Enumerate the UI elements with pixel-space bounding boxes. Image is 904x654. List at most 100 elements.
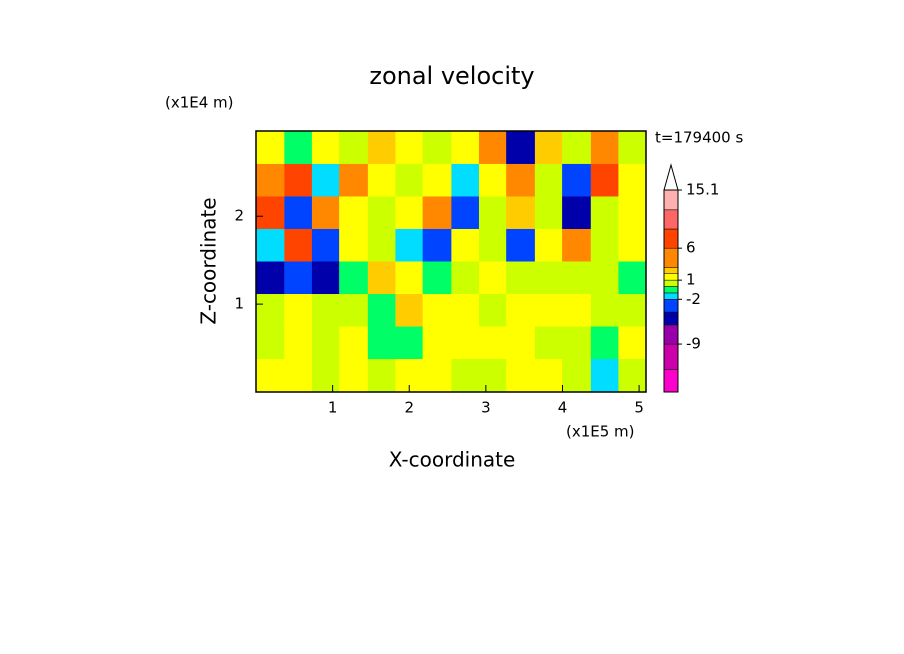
field-cell xyxy=(590,163,619,197)
field-cell xyxy=(478,196,508,230)
field-cell xyxy=(284,196,313,230)
chart-title: zonal velocity xyxy=(369,62,534,90)
field-cell xyxy=(311,163,341,197)
y-tick-label: 1 xyxy=(234,295,244,313)
field-cell xyxy=(562,228,591,262)
field-cell xyxy=(311,196,341,230)
field-cell xyxy=(256,131,285,165)
field-cell xyxy=(590,131,619,165)
field-cell xyxy=(451,359,480,393)
field-cell xyxy=(339,228,368,262)
field-cell xyxy=(311,131,341,165)
field-cell xyxy=(367,359,396,393)
plot-frame xyxy=(255,130,647,393)
field-cell xyxy=(562,326,591,360)
field-cell xyxy=(506,261,536,295)
field-cell xyxy=(395,131,424,165)
field-cell xyxy=(534,196,563,230)
field-cell xyxy=(422,326,452,360)
field-cell xyxy=(618,326,647,360)
field-cell xyxy=(590,261,619,295)
field-cell xyxy=(478,163,508,197)
field-cell xyxy=(506,228,536,262)
field-cell xyxy=(506,326,536,360)
colorbar-extension xyxy=(663,163,679,191)
field-cell xyxy=(284,294,313,328)
colorbar-segment xyxy=(663,369,679,393)
field-cell xyxy=(422,131,452,165)
field-cell xyxy=(506,196,536,230)
field-cell xyxy=(256,163,285,197)
field-cell xyxy=(395,196,424,230)
colorbar-tick-label: -2 xyxy=(686,290,701,308)
field-cell xyxy=(506,294,536,328)
field-cell xyxy=(395,228,424,262)
field-cell xyxy=(618,294,647,328)
field-cell xyxy=(367,228,396,262)
field-cell xyxy=(590,228,619,262)
field-cell xyxy=(478,326,508,360)
colorbar-tick-label: 1 xyxy=(686,271,696,289)
field-cell xyxy=(367,326,396,360)
x-tick-label: 5 xyxy=(634,399,644,417)
field-cell xyxy=(451,261,480,295)
field-cell xyxy=(395,294,424,328)
field-cell xyxy=(311,359,341,393)
field-cell xyxy=(256,359,285,393)
colorbar-segment xyxy=(663,279,679,287)
field-cell xyxy=(256,294,285,328)
field-cell xyxy=(311,326,341,360)
field-cell xyxy=(422,196,452,230)
field-cell xyxy=(339,294,368,328)
field-cell xyxy=(562,294,591,328)
field-cell xyxy=(534,131,563,165)
field-cell xyxy=(451,163,480,197)
field-cell xyxy=(562,261,591,295)
field-cell xyxy=(256,196,285,230)
field-cell xyxy=(562,196,591,230)
x-tick-label: 1 xyxy=(328,399,338,417)
colorbar-segment xyxy=(663,273,679,281)
colorbar-segment xyxy=(663,228,679,249)
field-cell xyxy=(256,228,285,262)
x-tick-label: 4 xyxy=(558,399,568,417)
field-cell xyxy=(256,261,285,295)
colorbar-segment xyxy=(663,343,679,370)
field-cell xyxy=(367,163,396,197)
field-cell xyxy=(618,131,647,165)
field-cell xyxy=(311,294,341,328)
x-axis-title: X-coordinate xyxy=(389,448,516,472)
y-axis-title: Z-coordinate xyxy=(197,197,221,324)
field-cell xyxy=(422,294,452,328)
colorbar-tick-label: 15.1 xyxy=(686,181,719,199)
y-tick-label: 2 xyxy=(234,207,244,225)
field-cell xyxy=(311,228,341,262)
colorbar-segment xyxy=(663,286,679,294)
field-cell xyxy=(451,228,480,262)
field-cell xyxy=(339,359,368,393)
field-cell xyxy=(618,359,647,393)
field-cell xyxy=(339,131,368,165)
y-unit: (x1E4 m) xyxy=(165,94,234,112)
field-cell xyxy=(478,261,508,295)
field-cell xyxy=(422,359,452,393)
field-cell xyxy=(367,131,396,165)
field-cell xyxy=(395,163,424,197)
colorbar-segment xyxy=(663,209,679,230)
colorbar-segment xyxy=(663,324,679,345)
colorbar-segment xyxy=(663,247,679,268)
field-cell xyxy=(451,294,480,328)
field-cell xyxy=(311,261,341,295)
field-cell xyxy=(284,261,313,295)
x-tick-label: 2 xyxy=(404,399,414,417)
colorbar-segment xyxy=(663,267,679,274)
field-cell xyxy=(256,326,285,360)
field-cell xyxy=(562,131,591,165)
field-cell xyxy=(590,326,619,360)
colorbar-frame xyxy=(663,189,679,393)
field-cell xyxy=(422,261,452,295)
field-cell xyxy=(339,196,368,230)
field-cell xyxy=(284,163,313,197)
x-tick-label: 3 xyxy=(481,399,491,417)
field-cell xyxy=(534,228,563,262)
